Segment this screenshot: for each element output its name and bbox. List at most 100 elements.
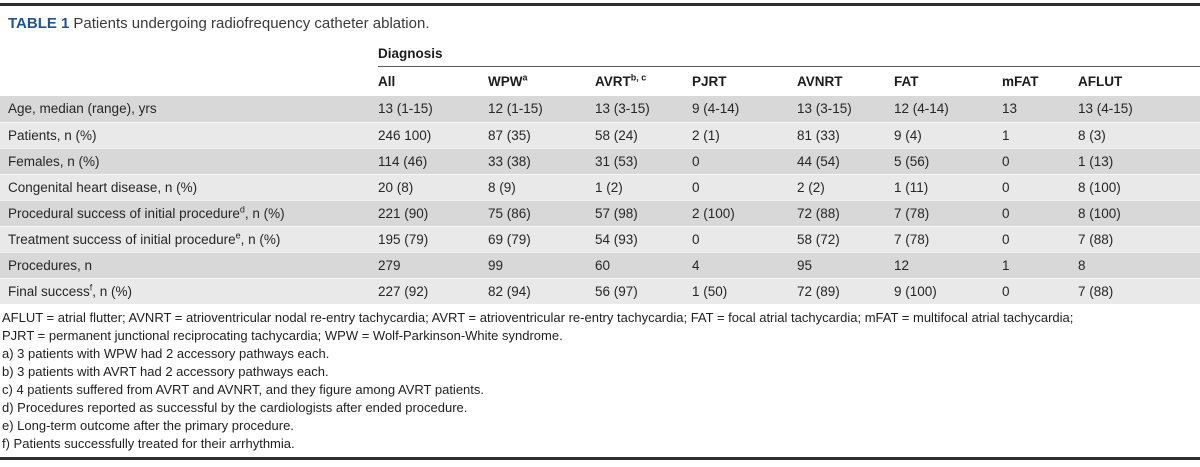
label-text: AVNRT	[797, 74, 843, 89]
footnote-marker: b, c	[630, 72, 647, 83]
label-text: PJRT	[692, 74, 727, 89]
footnote-line: e) Long-term outcome after the primary p…	[2, 418, 294, 433]
table-cell: 87 (35)	[488, 127, 531, 143]
table-cell: 69 (79)	[488, 231, 531, 247]
table-cell: 279	[378, 257, 401, 273]
table-cell: 7 (78)	[894, 205, 930, 221]
table-cell: 7 (88)	[1078, 231, 1114, 247]
table-cell: 57 (98)	[595, 205, 638, 221]
caption-text: Patients undergoing radiofrequency cathe…	[73, 15, 430, 32]
table-cell: 2 (2)	[797, 179, 825, 195]
label-text: Patients, n (%)	[8, 127, 97, 143]
top-rule	[0, 3, 1200, 6]
table-cell: 13 (1-15)	[378, 101, 433, 117]
footnote-line: AFLUT = atrial flutter; AVNRT = atrioven…	[2, 310, 1074, 325]
table-cell: 0	[1002, 283, 1010, 299]
table-cell: 1 (50)	[692, 283, 728, 299]
table-cell: 20 (8)	[378, 179, 414, 195]
table-row: Procedures, n 279 99 60 4 95 12 1 8	[0, 252, 1200, 278]
table-cell: 8 (100)	[1078, 205, 1121, 221]
table-cell: 8 (9)	[488, 179, 516, 195]
table-cell: 8 (3)	[1078, 127, 1106, 143]
label-suffix: , n (%)	[244, 205, 285, 221]
footnotes: AFLUT = atrial flutter; AVNRT = atrioven…	[0, 309, 1200, 453]
column-header-fat: FAT	[894, 67, 1002, 97]
row-label: Age, median (range), yrs	[0, 96, 378, 122]
table-cell: 114 (46)	[378, 153, 428, 169]
patients-table: Diagnosis All WPWa AVRTb, c PJRT AVNRT FAT mFA…	[0, 44, 1200, 304]
table-cell: 4	[692, 257, 700, 273]
table-cell: 72 (89)	[797, 283, 840, 299]
group-header-row: Diagnosis	[0, 44, 1200, 67]
diagnosis-group-label: Diagnosis	[378, 46, 443, 61]
column-header-row: All WPWa AVRTb, c PJRT AVNRT FAT mFAT AFLUT	[0, 67, 1200, 97]
label-text: WPW	[488, 74, 523, 89]
diagnosis-group-header: Diagnosis	[378, 44, 1200, 67]
row-label: Treatment success of initial proceduree,…	[0, 226, 378, 252]
table-cell: 95	[797, 257, 813, 273]
label-text: Final success	[8, 283, 90, 299]
table-cell: 5 (56)	[894, 153, 930, 169]
label-text: AVRT	[595, 74, 631, 89]
label-suffix: , n (%)	[92, 283, 133, 299]
table-cell: 0	[1002, 153, 1010, 169]
footnote-marker: e	[235, 230, 241, 240]
table-cell: 195 (79)	[378, 231, 429, 247]
footnote-line: a) 3 patients with WPW had 2 accessory p…	[2, 346, 330, 361]
label-text: Procedural success of initial procedure	[8, 205, 240, 221]
article-table-figure: TABLE 1 Patients undergoing radiofrequenc…	[0, 3, 1200, 460]
table-caption: TABLE 1 Patients undergoing radiofrequenc…	[8, 15, 1200, 32]
label-text: mFAT	[1002, 74, 1039, 89]
table-cell: 33 (38)	[488, 153, 531, 169]
table-row: Congenital heart disease, n (%) 20 (8) 8 (…	[0, 174, 1200, 200]
table-cell: 0	[692, 179, 700, 195]
column-header-aflut: AFLUT	[1078, 67, 1200, 97]
row-label: Patients, n (%)	[0, 122, 378, 148]
table-cell: 7 (78)	[894, 231, 930, 247]
table-cell: 1	[1002, 127, 1010, 143]
table-cell: 13 (3-15)	[595, 101, 650, 117]
footnote-marker: d	[239, 204, 245, 214]
label-text: Treatment success of initial procedure	[8, 231, 236, 247]
row-label-column-spacer	[0, 67, 378, 97]
table-cell: 13 (3-15)	[797, 101, 852, 117]
table-cell: 9 (4-14)	[692, 101, 740, 117]
table-cell: 9 (4)	[894, 127, 922, 143]
table-cell: 2 (100)	[692, 205, 735, 221]
column-header-mfat: mFAT	[1002, 67, 1078, 97]
label-text: Females, n (%)	[8, 153, 100, 169]
footnote-line: c) 4 patients suffered from AVRT and AVN…	[2, 382, 484, 397]
table-row: Age, median (range), yrs 13 (1-15) 12 (1-1…	[0, 96, 1200, 122]
table-cell: 58 (24)	[595, 127, 638, 143]
table-cell: 81 (33)	[797, 127, 840, 143]
table-cell: 0	[1002, 231, 1010, 247]
footnote-line: PJRT = permanent junctional reciprocatin…	[2, 328, 563, 343]
table-cell: 0	[1002, 179, 1010, 195]
table-cell: 54 (93)	[595, 231, 638, 247]
label-text: Congenital heart disease, n (%)	[8, 179, 198, 195]
table-row: Treatment success of initial proceduree,…	[0, 226, 1200, 252]
footnote-marker: f	[89, 282, 93, 293]
table-cell: 13 (4-15)	[1078, 101, 1133, 117]
table-row: Final successf, n (%) 227 (92) 82 (94) 56 (…	[0, 278, 1200, 304]
column-header-pjrt: PJRT	[692, 67, 797, 97]
table-cell: 44 (54)	[797, 153, 840, 169]
table-cell: 82 (94)	[488, 283, 531, 299]
table-cell: 0	[692, 231, 700, 247]
table-cell: 0	[1002, 205, 1010, 221]
label-suffix: , n (%)	[240, 231, 281, 247]
label-text: Age, median (range), yrs	[8, 101, 157, 117]
table-cell: 60	[595, 257, 611, 273]
column-header-all: All	[378, 67, 488, 97]
row-label: Final successf, n (%)	[0, 278, 378, 304]
table-cell: 1 (2)	[595, 179, 623, 195]
column-header-avrt: AVRTb, c	[595, 67, 692, 97]
table-cell: 2 (1)	[692, 127, 720, 143]
table-cell: 56 (97)	[595, 283, 638, 299]
table-cell: 8 (100)	[1078, 179, 1121, 195]
row-label: Procedural success of initial procedured…	[0, 200, 378, 226]
table-cell: 8	[1078, 257, 1086, 273]
table-cell: 0	[692, 153, 700, 169]
label-text: AFLUT	[1078, 74, 1123, 89]
table-cell: 13	[1002, 101, 1018, 117]
